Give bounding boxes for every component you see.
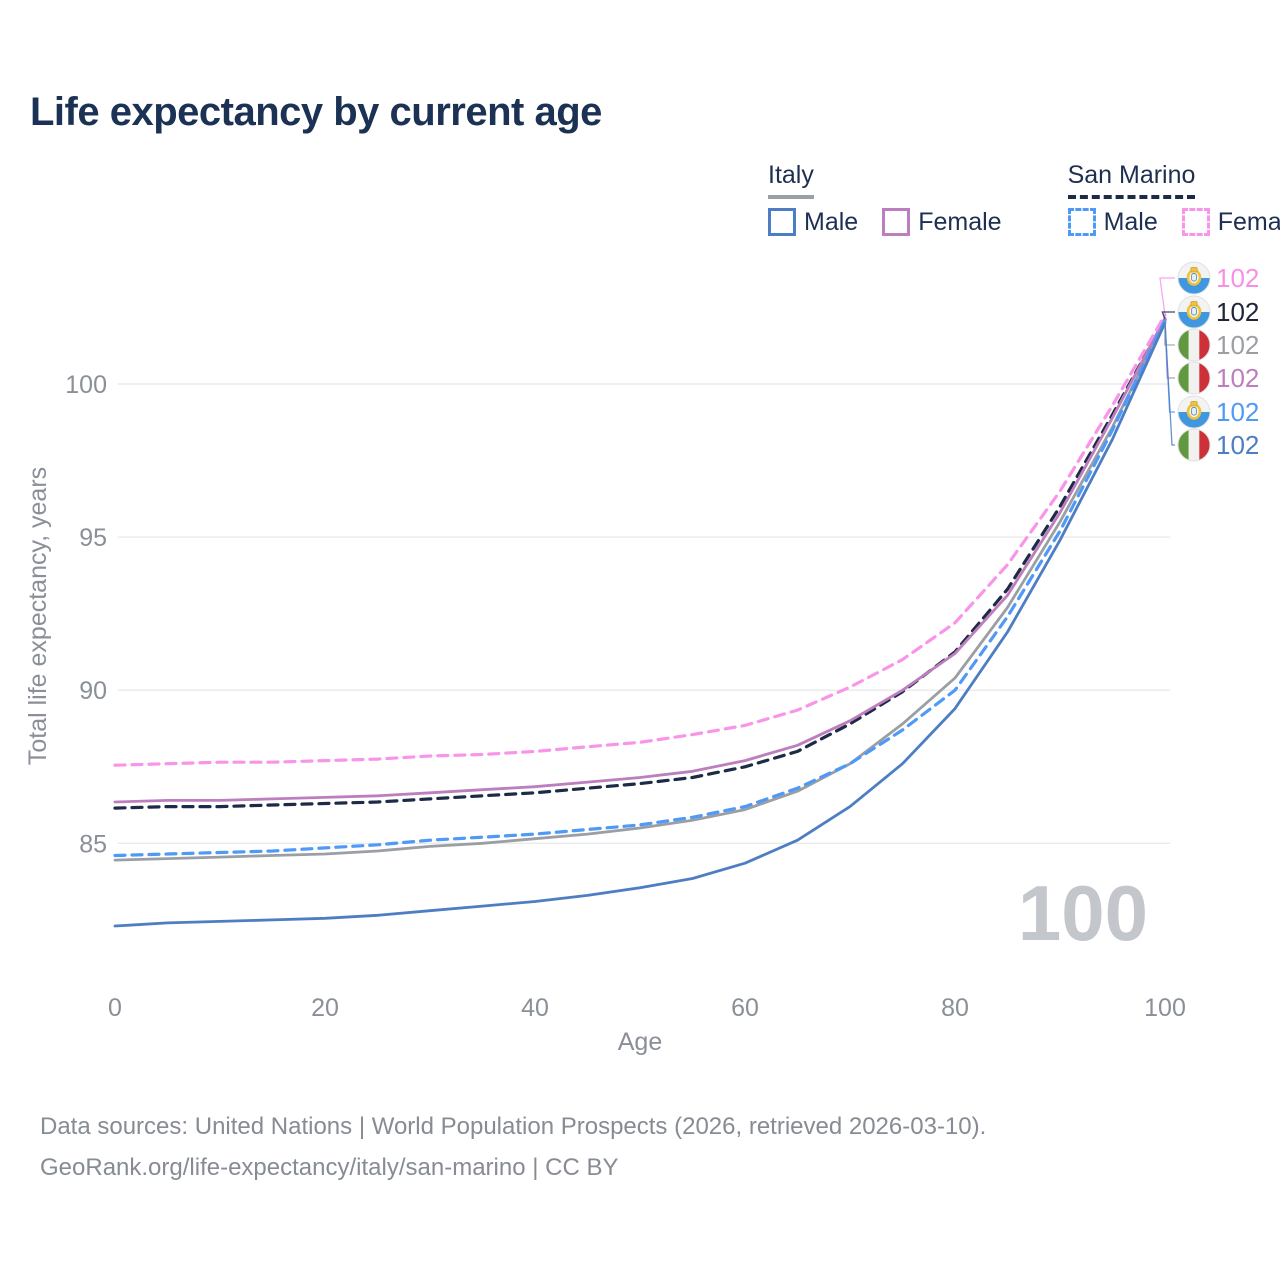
italy-flag-icon [1178,429,1210,461]
page-title: Life expectancy by current age [30,90,602,134]
legend-group-italy: Italy Male Female [768,161,1002,237]
end-label-row-italy-all: 102 [1164,321,1259,362]
y-tick-label: 100 [65,371,107,399]
x-axis-title: Age [618,1028,662,1056]
end-label-value: 102 [1216,297,1259,327]
legend-item-label: Male [804,207,859,236]
series-line-italy-all [113,319,1167,862]
end-label-leader-line [1161,311,1175,320]
end-label-value: 102 [1216,363,1259,393]
legend-item-label: Female [1217,207,1280,236]
end-label-row-italy-male: 102 [1164,322,1259,462]
end-label-value: 102 [1216,397,1259,427]
end-label-value: 102 [1216,263,1259,293]
legend-item-label: Male [1103,207,1158,236]
end-label-value: 102 [1216,430,1259,460]
footer-attribution-link[interactable]: GeoRank.org/life-expectancy/italy/san-ma… [40,1154,619,1182]
san-marino-female-swatch-icon [1181,208,1210,236]
x-tick-label: 60 [731,994,759,1022]
x-tick-label: 100 [1144,994,1186,1022]
legend-heading-italy[interactable]: Italy [768,161,814,199]
san-marino-flag-icon [1178,396,1210,428]
legend-item-italy-male[interactable]: Male [768,208,858,237]
legend-heading-san-marino[interactable]: San Marino [1067,161,1196,199]
legend-item-label: Female [918,207,1002,236]
legend-item-san-marino-male[interactable]: Male [1067,207,1158,237]
end-label-row-san-marino-male: 102 [1164,319,1259,429]
san-marino-flag-icon [1178,262,1210,294]
end-label-row-san-marino-female: 102 [1159,261,1259,316]
series-line-italy-male [113,321,1167,928]
series-line-san-marino-all [113,318,1167,810]
age-indicator-watermark: 100 [1017,869,1148,957]
italy-female-swatch-icon [882,208,911,236]
end-label-leader-line [1164,322,1175,446]
footer: Data sources: United Nations | World Pop… [40,1106,986,1189]
y-tick-label: 90 [79,677,107,705]
x-tick-label: 80 [941,994,969,1022]
san-marino-male-swatch-icon [1067,208,1096,236]
x-tick-label: 20 [311,994,339,1022]
series-line-san-marino-male [113,318,1167,858]
footer-data-sources: Data sources: United Nations | World Pop… [40,1113,987,1140]
legend-item-san-marino-female[interactable]: Female [1181,207,1280,237]
legend-item-italy-female[interactable]: Female [882,207,1002,237]
legend-group-san-marino: San Marino Male Female [1067,161,1280,237]
y-tick-label: 95 [79,524,107,552]
italy-flag-icon [1178,362,1210,394]
legend: Italy Male Female San Marino Male [768,161,1280,237]
y-axis-title: Total life expectancy, years [24,467,52,765]
end-label-row-san-marino-all: 102 [1161,295,1259,329]
x-tick-label: 40 [521,994,549,1022]
italy-flag-icon [1178,329,1210,361]
series-line-san-marino-female [113,313,1167,767]
x-tick-label: 0 [108,994,122,1022]
series-line-italy-female [113,316,1167,804]
end-label-value: 102 [1216,330,1259,360]
italy-male-swatch-icon [768,208,796,236]
san-marino-flag-icon [1178,296,1210,328]
y-tick-label: 85 [79,830,107,858]
end-label-row-italy-female: 102 [1164,318,1259,395]
end-label-leader-line [1159,277,1175,316]
